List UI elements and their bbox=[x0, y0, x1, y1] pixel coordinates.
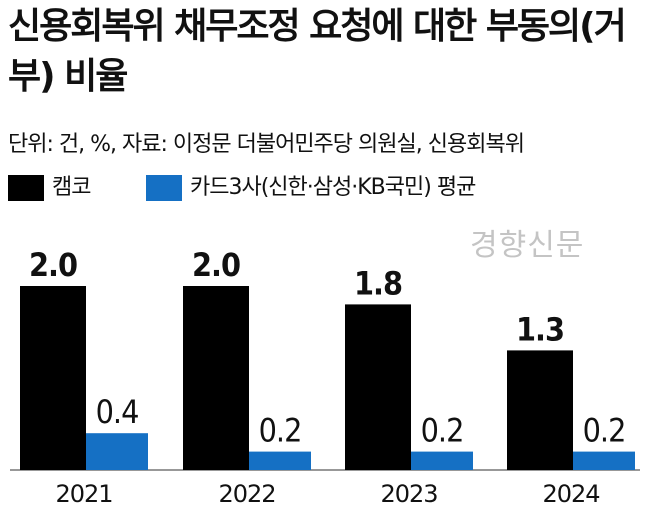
watermark-logo: 경향신문 bbox=[470, 228, 585, 263]
bar-camco-2021 bbox=[20, 286, 86, 470]
bar-cards-2022 bbox=[249, 451, 311, 470]
data-label-camco-2023: 1.8 bbox=[354, 264, 402, 302]
data-label-camco-2024: 1.3 bbox=[516, 310, 564, 348]
bar-cards-2024 bbox=[573, 451, 635, 470]
data-label-cards-2022: 0.2 bbox=[259, 412, 302, 450]
bar-camco-2023 bbox=[345, 304, 411, 470]
legend-swatch-cards bbox=[146, 175, 182, 201]
bar-camco-2024 bbox=[507, 350, 573, 470]
legend: 캠코 카드3사(신한·삼성·KB국민) 평균 bbox=[8, 170, 638, 206]
legend-swatch-camco bbox=[8, 175, 44, 201]
data-label-cards-2023: 0.2 bbox=[421, 412, 464, 450]
legend-label-camco: 캠코 bbox=[52, 175, 91, 200]
x-tick-label-2022: 2022 bbox=[218, 480, 275, 508]
bar-cards-2021 bbox=[86, 433, 148, 470]
bar-camco-2022 bbox=[183, 286, 249, 470]
chart-title: 신용회복위 채무조정 요청에 대한 부동의(거부) 비율 bbox=[8, 6, 627, 97]
data-label-camco-2021: 2.0 bbox=[29, 246, 77, 284]
legend-label-cards: 카드3사(신한·삼성·KB국민) 평균 bbox=[190, 175, 476, 200]
data-label-camco-2022: 2.0 bbox=[192, 246, 240, 284]
bar-cards-2023 bbox=[411, 451, 473, 470]
data-label-cards-2021: 0.4 bbox=[96, 393, 139, 431]
x-tick-label-2024: 2024 bbox=[542, 480, 599, 508]
data-label-cards-2024: 0.2 bbox=[583, 412, 626, 450]
x-tick-label-2023: 2023 bbox=[380, 480, 437, 508]
chart-source-note: 단위: 건, %, 자료: 이정문 더불어민주당 의원실, 신용회복위 bbox=[8, 132, 525, 157]
x-tick-label-2021: 2021 bbox=[55, 480, 112, 508]
